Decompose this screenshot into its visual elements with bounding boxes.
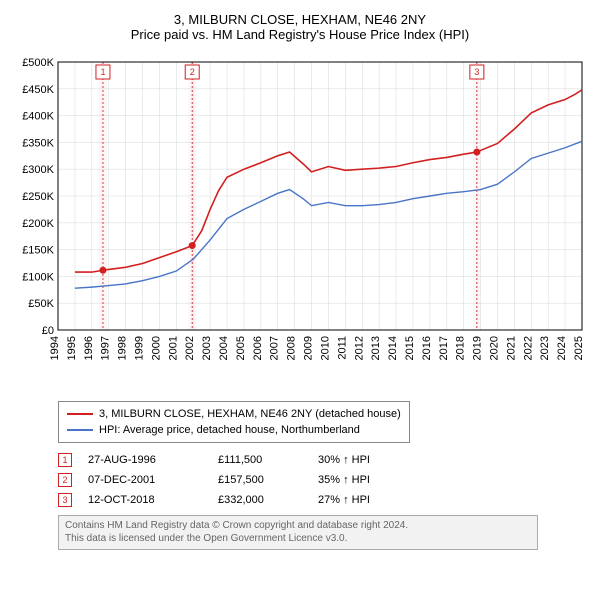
svg-text:2007: 2007 bbox=[269, 336, 281, 360]
svg-text:2018: 2018 bbox=[455, 336, 467, 360]
marker-number-box: 3 bbox=[58, 493, 72, 507]
svg-text:£250K: £250K bbox=[22, 191, 54, 203]
svg-text:2010: 2010 bbox=[319, 336, 331, 360]
footer-line: Contains HM Land Registry data © Crown c… bbox=[65, 520, 531, 533]
marker-price: £157,500 bbox=[218, 474, 318, 486]
svg-text:2: 2 bbox=[190, 67, 195, 77]
chart-title: 3, MILBURN CLOSE, HEXHAM, NE46 2NY bbox=[10, 12, 590, 27]
svg-text:1998: 1998 bbox=[117, 336, 129, 360]
svg-text:2000: 2000 bbox=[150, 336, 162, 360]
svg-text:1999: 1999 bbox=[134, 336, 146, 360]
svg-text:£400K: £400K bbox=[22, 111, 54, 123]
svg-text:£100K: £100K bbox=[22, 271, 54, 283]
legend-label: 3, MILBURN CLOSE, HEXHAM, NE46 2NY (deta… bbox=[99, 408, 401, 420]
svg-text:2024: 2024 bbox=[556, 336, 568, 360]
marker-date: 07-DEC-2001 bbox=[88, 474, 218, 486]
marker-price: £332,000 bbox=[218, 494, 318, 506]
svg-text:2011: 2011 bbox=[336, 336, 348, 360]
svg-text:2022: 2022 bbox=[522, 336, 534, 360]
svg-text:£500K: £500K bbox=[22, 57, 54, 69]
legend-label: HPI: Average price, detached house, Nort… bbox=[99, 424, 360, 436]
chart-area: £0 £50K £100K £150K £200K £250K £300K £350K £400… bbox=[10, 50, 590, 395]
svg-text:£300K: £300K bbox=[22, 164, 54, 176]
svg-text:£0: £0 bbox=[42, 325, 54, 337]
svg-text:£200K: £200K bbox=[22, 218, 54, 230]
sale-marker-row: 1 27-AUG-1996£111,50030% ↑ HPI bbox=[58, 451, 590, 469]
marker-delta: 35% ↑ HPI bbox=[318, 474, 370, 486]
svg-text:2008: 2008 bbox=[286, 336, 298, 360]
marker-number-box: 1 bbox=[58, 453, 72, 467]
svg-text:2017: 2017 bbox=[438, 336, 450, 360]
svg-text:1994: 1994 bbox=[49, 336, 61, 360]
marker-number-box: 2 bbox=[58, 473, 72, 487]
svg-text:1997: 1997 bbox=[100, 336, 112, 360]
svg-text:2006: 2006 bbox=[252, 336, 264, 360]
attribution-footer: Contains HM Land Registry data © Crown c… bbox=[58, 515, 538, 550]
svg-text:2012: 2012 bbox=[353, 336, 365, 360]
svg-text:2019: 2019 bbox=[472, 336, 484, 360]
svg-text:£150K: £150K bbox=[22, 245, 54, 257]
svg-text:2004: 2004 bbox=[218, 336, 230, 360]
footer-line: This data is licensed under the Open Gov… bbox=[65, 533, 531, 546]
svg-text:2020: 2020 bbox=[488, 336, 500, 360]
legend-row: 3, MILBURN CLOSE, HEXHAM, NE46 2NY (deta… bbox=[67, 406, 401, 422]
legend-swatch bbox=[67, 413, 93, 415]
marker-delta: 27% ↑ HPI bbox=[318, 494, 370, 506]
svg-text:2003: 2003 bbox=[201, 336, 213, 360]
svg-text:2016: 2016 bbox=[421, 336, 433, 360]
marker-price: £111,500 bbox=[218, 454, 318, 466]
svg-text:£350K: £350K bbox=[22, 137, 54, 149]
svg-text:2021: 2021 bbox=[505, 336, 517, 360]
svg-text:2009: 2009 bbox=[303, 336, 315, 360]
svg-text:2001: 2001 bbox=[167, 336, 179, 360]
svg-text:2013: 2013 bbox=[370, 336, 382, 360]
svg-text:1996: 1996 bbox=[83, 336, 95, 360]
marker-date: 27-AUG-1996 bbox=[88, 454, 218, 466]
svg-text:1995: 1995 bbox=[66, 336, 78, 360]
legend-row: HPI: Average price, detached house, Nort… bbox=[67, 422, 401, 438]
marker-delta: 30% ↑ HPI bbox=[318, 454, 370, 466]
svg-text:1: 1 bbox=[100, 67, 105, 77]
svg-text:2023: 2023 bbox=[539, 336, 551, 360]
svg-text:£50K: £50K bbox=[28, 298, 54, 310]
legend-swatch bbox=[67, 429, 93, 431]
marker-date: 12-OCT-2018 bbox=[88, 494, 218, 506]
price-chart-svg: £0 £50K £100K £150K £200K £250K £300K £350K £400… bbox=[10, 50, 590, 390]
svg-text:2005: 2005 bbox=[235, 336, 247, 360]
sale-markers-table: 1 27-AUG-1996£111,50030% ↑ HPI 2 07-DEC-200… bbox=[58, 451, 590, 509]
svg-text:2014: 2014 bbox=[387, 336, 399, 360]
legend: 3, MILBURN CLOSE, HEXHAM, NE46 2NY (deta… bbox=[58, 401, 410, 443]
svg-text:2015: 2015 bbox=[404, 336, 416, 360]
svg-text:3: 3 bbox=[474, 67, 479, 77]
sale-marker-row: 2 07-DEC-2001£157,50035% ↑ HPI bbox=[58, 471, 590, 489]
svg-text:2002: 2002 bbox=[184, 336, 196, 360]
sale-marker-row: 3 12-OCT-2018£332,00027% ↑ HPI bbox=[58, 491, 590, 509]
chart-subtitle: Price paid vs. HM Land Registry's House … bbox=[10, 27, 590, 42]
svg-text:£450K: £450K bbox=[22, 84, 54, 96]
svg-text:2025: 2025 bbox=[573, 336, 585, 360]
